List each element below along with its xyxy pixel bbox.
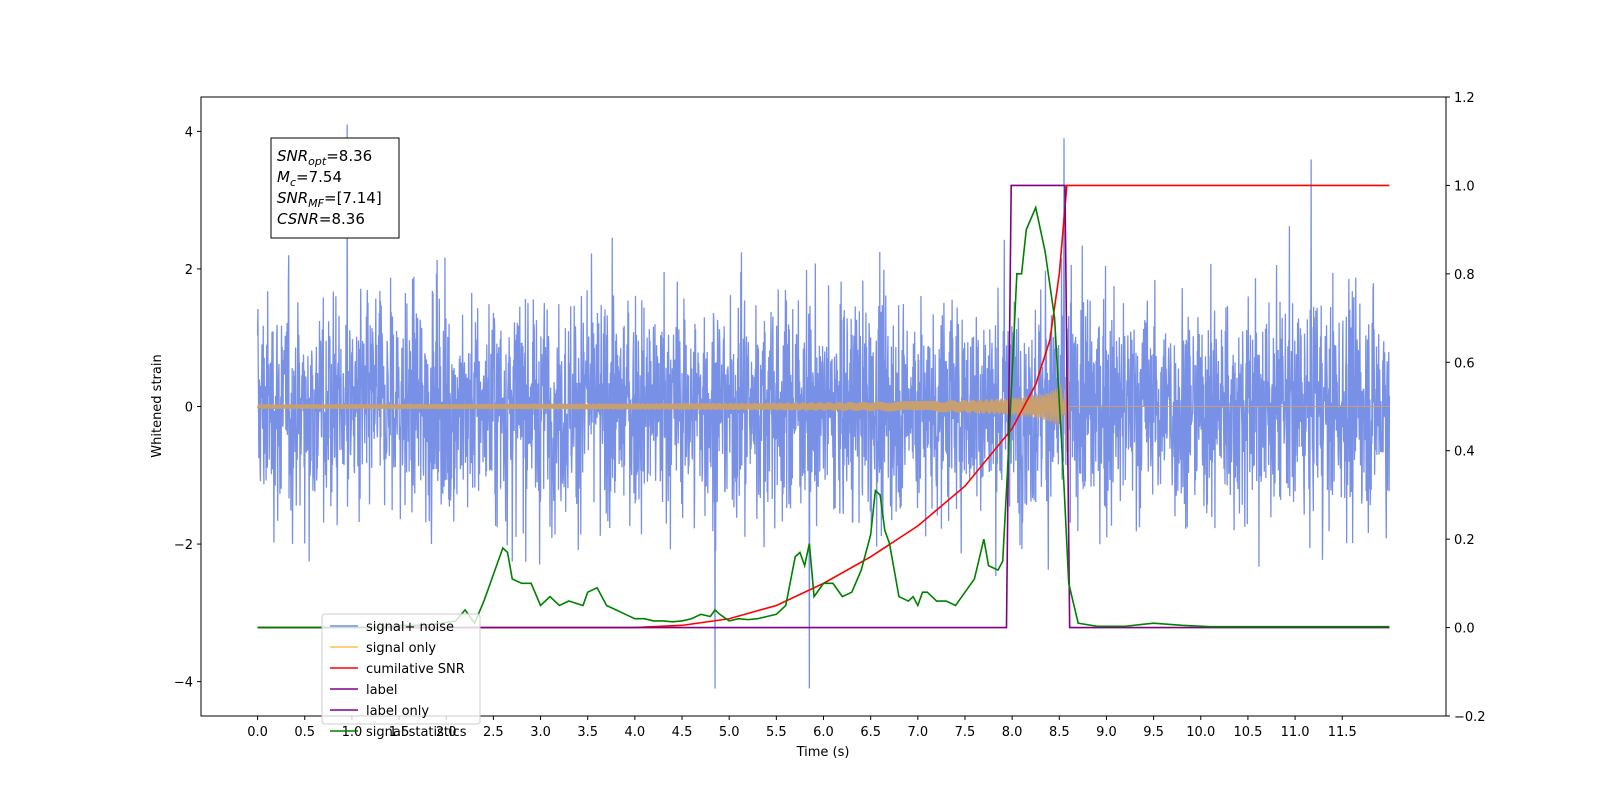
series-signal-noise-line [256,124,1391,689]
y2-tick-label: −0.2 [1454,710,1486,725]
plot-area [256,124,1391,689]
x-tick-label: 10.0 [1186,725,1215,740]
y-tick-label: 2 [185,263,193,278]
y-axis-label: Whitened strain [150,354,165,457]
x-tick-label: 0.0 [247,725,268,740]
x-tick-label: 3.0 [530,725,551,740]
y-axis-left: 4 2 0 −2 −4 [174,125,201,691]
annotation-subscript: MF [308,197,324,210]
series-signal-only-line [257,366,1390,452]
x-tick-label: 5.5 [766,725,787,740]
x-tick-label: 0.5 [294,725,315,740]
annotation-frame [270,137,400,239]
x-tick-label: 6.5 [860,725,881,740]
x-tick-label: 9.0 [1096,725,1117,740]
annotation-symbol: SNR [277,189,308,207]
x-tick-label: 11.0 [1281,725,1310,740]
y2-tick-label: 0.0 [1454,622,1475,637]
x-tick-label: 11.5 [1328,725,1357,740]
annotation-line: CSNR=8.36 [277,210,365,228]
x-tick-label: 6.0 [813,725,834,740]
legend-label: label only [366,704,429,719]
annotation-subscript: c [290,176,296,189]
x-tick-label: 8.0 [1002,725,1023,740]
x-tick-label: 9.5 [1143,725,1164,740]
annotation-symbol: SNR [277,147,308,165]
legend-label: signal+ noise [366,620,454,635]
y-axis-right: 1.2 1.0 0.8 0.6 0.4 0.2 0.0 −0.2 [1446,91,1486,725]
x-tick-label: 10.5 [1233,725,1262,740]
y-tick-label: 0 [185,401,193,416]
y2-tick-label: 1.0 [1454,179,1475,194]
annotation-subscript: opt [308,155,327,168]
annotation-line: Mc=7.54 [277,168,342,189]
x-axis-label: Time (s) [796,745,850,760]
annotation-value: =7.54 [296,168,342,186]
legend-label: cumilative SNR [366,662,465,677]
legend: signal+ noise signal only cumilative SNR la… [321,613,481,740]
series-signal-statistics-line [257,204,1390,629]
x-tick-label: 7.0 [907,725,928,740]
x-tick-label: 2.5 [483,725,504,740]
annotation-symbol: CSNR [277,210,319,228]
y-tick-label: 4 [185,125,193,140]
legend-label: signal only [366,641,436,656]
x-tick-label: 5.0 [719,725,740,740]
y2-tick-label: 0.6 [1454,356,1475,371]
y-tick-label: −4 [174,676,193,691]
annotation-value: =8.36 [319,210,365,228]
legend-label: label [366,683,397,698]
x-tick-label: 7.5 [955,725,976,740]
x-tick-label: 3.5 [577,725,598,740]
annotation-line: SNRopt=8.36 [277,147,372,168]
legend-label: signal statistics [366,725,467,740]
x-tick-label: 1.0 [342,725,363,740]
x-tick-label: 4.5 [672,725,693,740]
y2-tick-label: 0.4 [1454,445,1475,460]
x-tick-label: 4.0 [625,725,646,740]
x-tick-label: 2.0 [436,725,457,740]
y2-tick-label: 1.2 [1454,91,1475,106]
annotation-value: =[7.14] [324,189,382,207]
series-cumilative-snr-line [257,184,1390,629]
annotation-value: =8.36 [326,147,372,165]
legend-frame [321,613,481,725]
x-axis: 0.0 0.5 1.0 1.5 2.0 2.5 3.0 3.5 4.0 4.5 5.0 5.5 6.0 6… [247,716,1357,740]
y2-tick-label: 0.8 [1454,268,1475,283]
annotation-symbol: M [277,168,290,186]
series-label-line [257,184,1390,629]
x-tick-label: 1.5 [389,725,410,740]
y-tick-label: −2 [174,538,193,553]
y2-tick-label: 0.2 [1454,533,1475,548]
x-tick-label: 8.5 [1049,725,1070,740]
annotation-line: SNRMF=[7.14] [277,189,382,210]
